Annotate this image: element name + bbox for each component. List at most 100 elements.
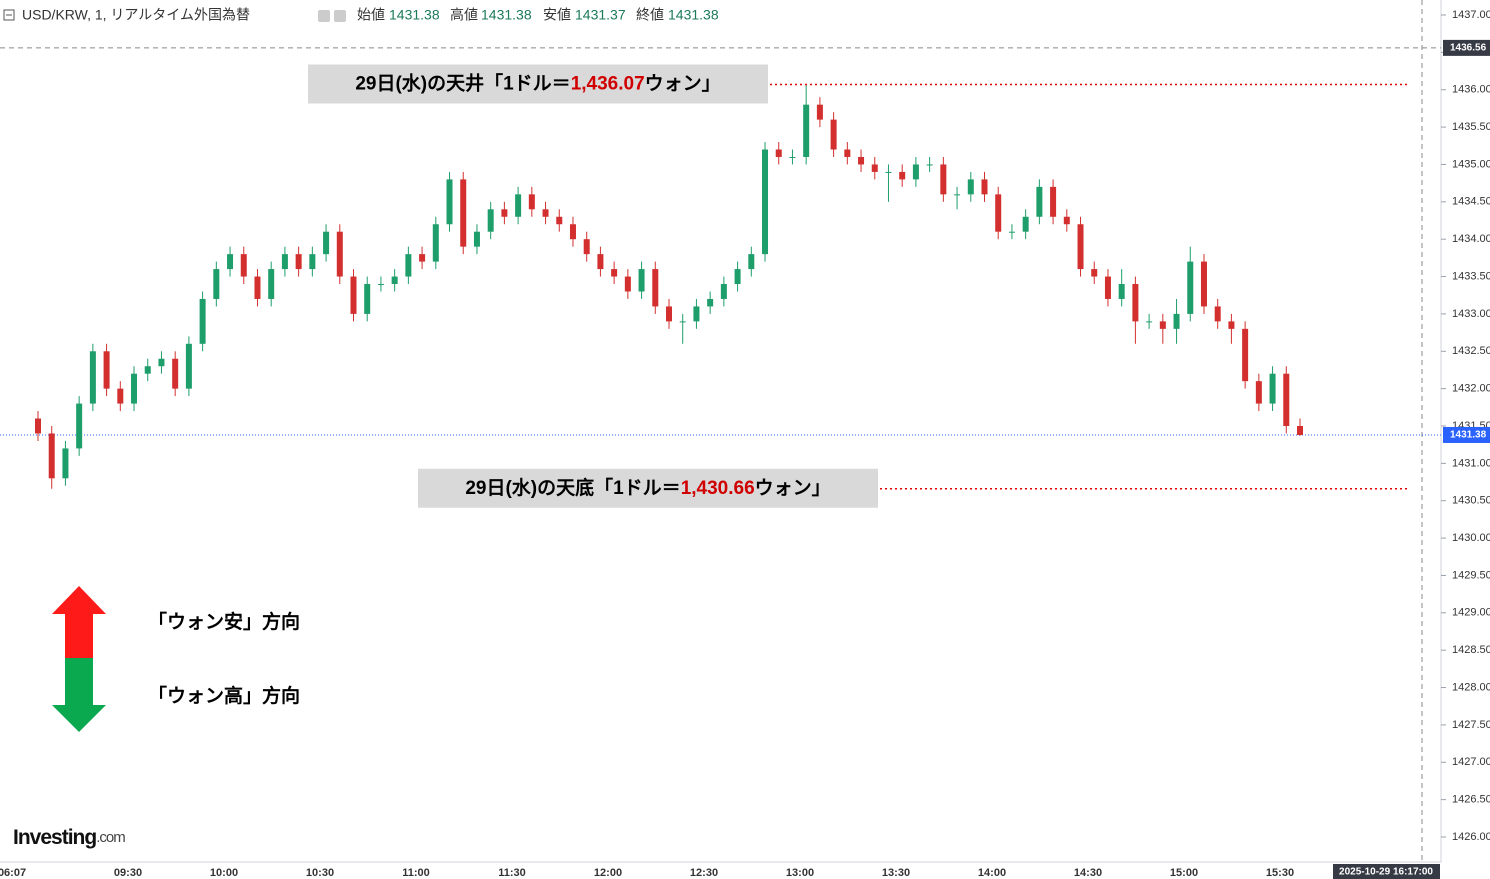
candle-body [432,224,439,262]
header-value: 1431.37 [575,7,626,23]
y-tick-label: 1432.50 [1452,345,1490,357]
candle-body [117,388,124,404]
annotation-suffix: ウォン」 [755,477,831,499]
candle-body [1146,321,1153,323]
candle-body [309,254,316,270]
y-tick-label: 1429.50 [1452,569,1490,581]
y-tick-label: 1430.00 [1452,532,1490,544]
x-tick-label: 11:30 [498,867,526,879]
candle-body [830,119,837,150]
candle-body [748,254,755,270]
candle-body [323,231,330,255]
y-tick-label: 1427.00 [1452,756,1490,768]
candle-body [1242,328,1249,382]
candle-body [981,179,988,195]
candle-body [569,224,576,240]
candle-body [1063,216,1070,225]
x-tick-label: 15:00 [1170,867,1198,879]
candle-body [1214,306,1221,322]
annotation-text: 29日(水)の天底「1ドル＝1,430.66ウォン」 [465,476,830,499]
candle-body [350,276,357,314]
candle-body [268,269,275,299]
y-tick-label: 1428.00 [1452,681,1490,693]
candle-body [926,164,933,166]
candle-body [1200,261,1207,307]
last-price-tag [1443,426,1490,443]
candle-body [954,194,961,196]
candle-body [967,179,974,195]
candle-body [1283,373,1290,426]
candle-body [487,209,494,232]
y-tick-label: 1435.50 [1452,121,1490,133]
y-tick-label: 1437.00 [1452,9,1490,21]
y-tick-label: 1430.50 [1452,495,1490,507]
candle-body [144,366,151,374]
header-value: 1431.38 [389,7,440,23]
candle-body [871,164,878,172]
candle-body [1077,224,1084,270]
candle-body [460,179,467,247]
logo: Investing.com [13,826,125,849]
x-tick-label: 14:30 [1074,867,1102,879]
candle-body [295,254,302,270]
candle-body [1187,261,1194,314]
candle-body [1255,381,1262,404]
down-arrow [52,658,106,732]
x-tick-label: 10:30 [306,867,334,879]
annotation-suffix: ウォン」 [645,73,721,95]
y-tick-label: 1433.50 [1452,270,1490,282]
eye-icon[interactable] [318,10,330,22]
candle-body [199,298,206,344]
candle-body [1036,186,1043,217]
x-tick-label: 13:30 [882,867,910,879]
candle-body [844,149,851,157]
legend-up: 「ウォン安」方向 [148,610,300,633]
candle-body [473,231,480,247]
time-tag-label: 2025-10-29 16:17:00 [1339,867,1433,878]
header-text: 始値 [357,7,385,23]
candle-body [556,216,563,225]
y-tick-label: 1434.00 [1452,233,1490,245]
candle-body [62,448,69,479]
candle-body [213,269,220,299]
candle-body [542,209,549,217]
candle-body [1132,284,1139,322]
candle-body [775,149,782,157]
y-tick-label: 1432.00 [1452,383,1490,395]
candle-body [803,104,810,157]
candle-body [762,149,769,255]
candle-body [1228,321,1235,329]
annotation-value: 1,436.07 [571,74,645,95]
candle-body [789,156,796,158]
collapse-icon[interactable] [3,9,15,21]
x-tick-label: 12:30 [690,867,718,879]
candle-body [885,171,892,173]
settings-icon[interactable] [334,10,346,22]
candle-body [1159,321,1166,329]
x-tick-label: 13:00 [786,867,814,879]
candle-body [172,358,179,389]
header-text: 高値 [450,7,478,23]
candle-body [1269,373,1276,404]
candle-body [899,171,906,180]
candle-body [583,239,590,255]
candle-body [227,254,234,270]
crosshair-label: 1436.56 [1450,43,1487,54]
candle-body [666,306,672,322]
candle-body [1008,231,1015,233]
header-text: 安値 [543,7,571,23]
annotation-prefix: 29日(水)の天底「1ドル＝ [465,476,680,499]
legend-down: 「ウォン高」方向 [148,684,300,707]
last-price-label: 1431.38 [1450,430,1487,441]
candle-body [1022,216,1029,232]
y-tick-label: 1426.00 [1452,831,1490,843]
candle-body [158,358,165,367]
candle-body [185,343,192,389]
x-tick-label: 12:00 [594,867,622,879]
annotation-prefix: 29日(水)の天井「1ドル＝ [355,72,570,95]
candle-body [912,164,919,180]
time-tag [1333,864,1440,879]
candle-body [336,231,343,277]
